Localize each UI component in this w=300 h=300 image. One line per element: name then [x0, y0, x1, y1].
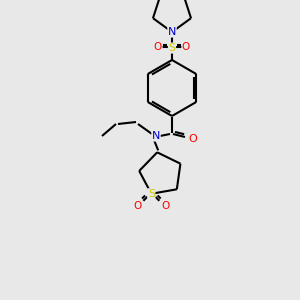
Text: O: O — [133, 201, 142, 211]
Text: S: S — [168, 43, 175, 53]
Text: O: O — [189, 134, 197, 144]
Text: S: S — [148, 189, 155, 199]
Text: O: O — [182, 42, 190, 52]
Text: O: O — [154, 42, 162, 52]
Text: N: N — [152, 131, 160, 141]
Text: O: O — [161, 201, 170, 211]
Text: N: N — [168, 27, 176, 37]
